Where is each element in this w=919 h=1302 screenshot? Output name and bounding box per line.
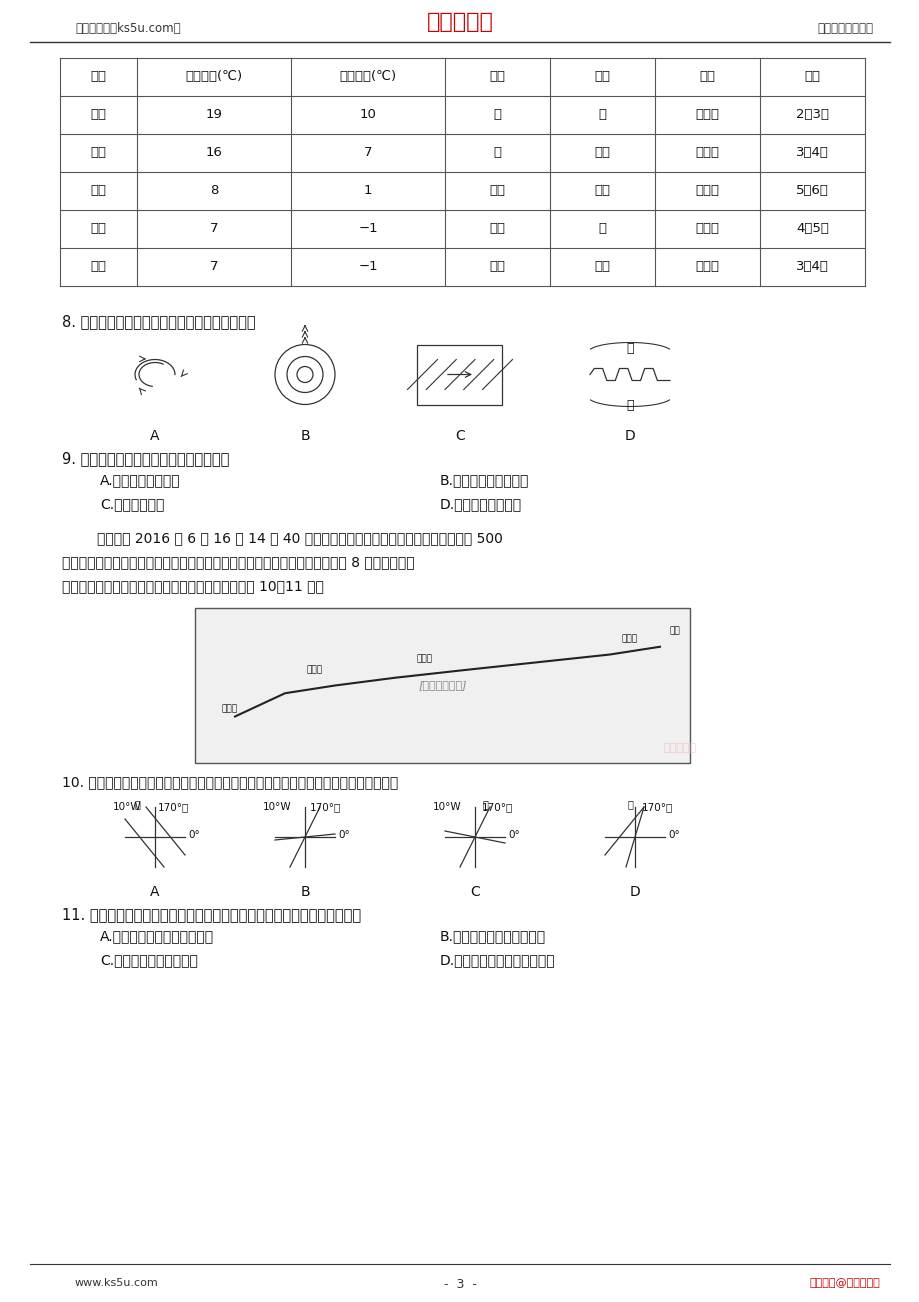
- Text: B.不利于冬小麦的生长: B.不利于冬小麦的生长: [439, 473, 528, 487]
- Text: 西北风: 西北风: [695, 223, 719, 236]
- Text: C: C: [455, 428, 464, 443]
- Bar: [195, 608, 689, 763]
- Text: 杭州南: 杭州南: [621, 634, 638, 643]
- Text: 9. 与周一相比，对周四的说法干正确的是: 9. 与周一相比，对周四的说法干正确的是: [62, 450, 229, 466]
- Text: 周一: 周一: [90, 108, 107, 121]
- Text: 170°甲: 170°甲: [157, 802, 188, 812]
- Text: 您身边的高考专家: 您身边的高考专家: [816, 22, 872, 34]
- Text: C.地下水位上共: C.地下水位上共: [100, 497, 165, 510]
- Text: C: C: [470, 885, 480, 898]
- Text: 多云: 多云: [489, 223, 505, 236]
- Text: D: D: [629, 885, 640, 898]
- Text: 西北风: 西北风: [695, 260, 719, 273]
- Text: 风向: 风向: [698, 70, 715, 83]
- Text: 170°乙: 170°乙: [481, 802, 512, 812]
- Text: 贵阳北: 贵阳北: [307, 665, 323, 674]
- Text: -  3  -: - 3 -: [443, 1279, 476, 1292]
- Text: 米长钢轨顺利铺设在沪昆高铁（如下图）贵阳枢纽工程段圣泉特大桥上，历时 8 年分段建设、: 米长钢轨顺利铺设在沪昆高铁（如下图）贵阳枢纽工程段圣泉特大桥上，历时 8 年分段…: [62, 555, 414, 569]
- Text: 西北风: 西北风: [695, 185, 719, 198]
- Bar: [417, 345, 502, 405]
- Text: 上海: 上海: [669, 626, 680, 635]
- Text: 分段开通运、营的沪昆高铁实现全线轨通。据此完成 10～11 题。: 分段开通运、营的沪昆高铁实现全线轨通。据此完成 10～11 题。: [62, 579, 323, 592]
- Text: 沪渝西: 沪渝西: [416, 655, 433, 664]
- Text: D.经济相对落后，科技水平低: D.经济相对落后，科技水平低: [439, 953, 555, 967]
- Text: 高考资源网（ks5u.com）: 高考资源网（ks5u.com）: [75, 22, 180, 34]
- Text: 4～5级: 4～5级: [795, 223, 828, 236]
- Text: 高考资源网: 高考资源网: [663, 743, 696, 753]
- Text: 8. 引起周一至周五天气变化的天气系统最可能是: 8. 引起周一至周五天气变化的天气系统最可能是: [62, 314, 255, 329]
- Text: B: B: [300, 885, 310, 898]
- Text: A: A: [150, 428, 160, 443]
- Text: 10°W: 10°W: [432, 802, 460, 812]
- Text: 晴: 晴: [598, 108, 606, 121]
- Text: 8: 8: [210, 185, 218, 198]
- Text: 甲: 甲: [134, 799, 140, 809]
- Text: 北京时间 2016 年 6 月 16 日 14 点 40 分，随着中国中铁五局的牵引机车将最后一段 500: 北京时间 2016 年 6 月 16 日 14 点 40 分，随着中国中铁五局的…: [62, 531, 503, 546]
- Text: 白天: 白天: [489, 70, 505, 83]
- Text: 16: 16: [205, 147, 222, 160]
- Text: 东北风: 东北风: [695, 147, 719, 160]
- Text: 昆明前: 昆明前: [221, 704, 238, 713]
- Text: 阴: 阴: [598, 223, 606, 236]
- Text: 10°W: 10°W: [112, 802, 142, 812]
- Text: 周三: 周三: [90, 185, 107, 198]
- Text: −1: −1: [357, 223, 378, 236]
- Text: 日期: 日期: [90, 70, 107, 83]
- Text: 高考资源网: 高考资源网: [426, 12, 493, 33]
- Text: 2～3级: 2～3级: [795, 108, 828, 121]
- Text: 小雨: 小雨: [594, 185, 610, 198]
- Text: 10. 下列四幅图（下图）中甲线为晨线，乙线为昏线，与钢轨顺利铺设的时间相符的图是: 10. 下列四幅图（下图）中甲线为晨线，乙线为昏线，与钢轨顺利铺设的时间相符的图…: [62, 775, 398, 789]
- Text: 170°甲: 170°甲: [309, 802, 340, 812]
- Text: 高: 高: [626, 342, 633, 355]
- Text: A.雨多雾多，滑坡、台风频繁: A.雨多雾多，滑坡、台风频繁: [100, 930, 214, 943]
- Text: 多云: 多云: [594, 260, 610, 273]
- Text: 乙: 乙: [482, 799, 487, 809]
- Text: 东北风: 东北风: [695, 108, 719, 121]
- Text: 3～4级: 3～4级: [795, 147, 828, 160]
- Text: [沪昆高铁地图]: [沪昆高铁地图]: [418, 681, 466, 690]
- Text: 多云: 多云: [489, 260, 505, 273]
- Text: 7: 7: [210, 260, 218, 273]
- Text: 晴: 晴: [493, 108, 501, 121]
- Text: 170°乙: 170°乙: [641, 802, 672, 812]
- Text: 7: 7: [363, 147, 372, 160]
- Text: B: B: [300, 428, 310, 443]
- Text: 10°W: 10°W: [263, 802, 291, 812]
- Text: 中雨: 中雨: [489, 185, 505, 198]
- Text: 10: 10: [359, 108, 376, 121]
- Text: 周二: 周二: [90, 147, 107, 160]
- Text: 0°: 0°: [507, 829, 519, 840]
- Text: www.ks5u.com: www.ks5u.com: [75, 1279, 159, 1288]
- Text: 高: 高: [626, 398, 633, 411]
- Text: 11. 贵州至云南是沪昆高铁建设难度最大、耗时最长的一段，其主要原因是: 11. 贵州至云南是沪昆高铁建设难度最大、耗时最长的一段，其主要原因是: [62, 907, 361, 922]
- Text: C.交通不便，劳动力短缺: C.交通不便，劳动力短缺: [100, 953, 198, 967]
- Text: A.大气污染程度减轻: A.大气污染程度减轻: [100, 473, 180, 487]
- Text: 阴: 阴: [493, 147, 501, 160]
- Text: −1: −1: [357, 260, 378, 273]
- Text: 周五: 周五: [90, 260, 107, 273]
- Text: 夜间: 夜间: [594, 70, 610, 83]
- Text: 周四: 周四: [90, 223, 107, 236]
- Text: 19: 19: [205, 108, 222, 121]
- Text: 版权所有@高考资源网: 版权所有@高考资源网: [809, 1279, 879, 1288]
- Text: 7: 7: [210, 223, 218, 236]
- Text: 3～4级: 3～4级: [795, 260, 828, 273]
- Text: 最低气温(℃): 最低气温(℃): [339, 70, 396, 83]
- Text: 0°: 0°: [337, 829, 349, 840]
- Text: 风力: 风力: [803, 70, 820, 83]
- Text: 0°: 0°: [187, 829, 199, 840]
- Text: 乙: 乙: [627, 799, 632, 809]
- Text: D.大气保温性能下降: D.大气保温性能下降: [439, 497, 522, 510]
- Text: 小雨: 小雨: [594, 147, 610, 160]
- Text: A: A: [150, 885, 160, 898]
- Text: 0°: 0°: [667, 829, 679, 840]
- Text: 5～6级: 5～6级: [795, 185, 828, 198]
- Text: 最高气温(℃): 最高气温(℃): [186, 70, 243, 83]
- Text: D: D: [624, 428, 635, 443]
- Text: 1: 1: [363, 185, 372, 198]
- Text: B.地形多样，地质条件复杂: B.地形多样，地质条件复杂: [439, 930, 546, 943]
